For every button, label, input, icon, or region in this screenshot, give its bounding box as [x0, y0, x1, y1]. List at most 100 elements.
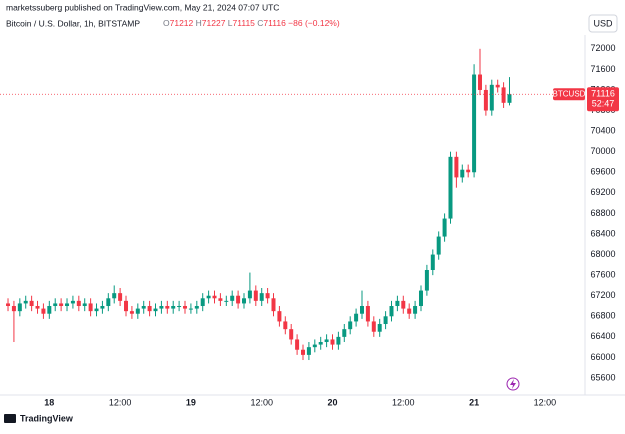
candle-body [477, 74, 482, 90]
published-line: marketssuberg published on TradingView.c… [6, 2, 279, 12]
symbol-title: Bitcoin / U.S. Dollar, 1h, BITSTAMP [6, 18, 140, 28]
candle-body [330, 339, 335, 345]
y-tick-label: 70400 [590, 125, 615, 135]
candle-body [230, 295, 235, 301]
candle-body [153, 308, 158, 312]
currency-button[interactable] [588, 14, 618, 33]
candle-body [65, 303, 70, 307]
candle-body [100, 306, 105, 309]
candle-body [29, 300, 34, 307]
x-tick-label: 12:00 [392, 397, 415, 407]
candle-body [159, 306, 164, 309]
candle-body [183, 306, 188, 309]
candle-body [318, 342, 323, 345]
candle-body [94, 308, 99, 312]
candle-body [418, 290, 423, 307]
candle-body [218, 298, 223, 301]
event-icon[interactable] [506, 377, 520, 391]
brand-logo [4, 414, 16, 423]
y-tick-label: 71600 [590, 64, 615, 74]
candle-body [242, 298, 247, 304]
candle-body [224, 300, 229, 302]
candle-body [70, 300, 75, 304]
candle-body [413, 306, 418, 314]
event-icon-bolt [510, 379, 516, 389]
candle-body [194, 306, 199, 309]
candle-body [472, 74, 477, 173]
y-tick-label: 69200 [590, 187, 615, 197]
candle-body [59, 303, 64, 307]
currency-label[interactable]: USD [593, 18, 613, 28]
candle-body [324, 339, 329, 343]
candle-body [389, 306, 394, 317]
candle-body [247, 290, 252, 299]
candle-body [289, 329, 294, 340]
candle-body [259, 293, 264, 301]
candle-body [76, 300, 81, 307]
candle-body [454, 156, 459, 178]
candle-body [212, 295, 217, 299]
candle-body [277, 311, 282, 322]
candle-body [483, 89, 488, 111]
candle-body [188, 308, 193, 310]
y-tick-label: 67600 [590, 270, 615, 280]
candle-body [106, 298, 111, 307]
candle-body [35, 306, 40, 309]
candle-body [141, 306, 146, 309]
ohlc-value: 71212 [170, 18, 194, 28]
candle-body [124, 300, 129, 312]
candle-body [466, 169, 471, 173]
y-tick-label: 68800 [590, 208, 615, 218]
ohlc-line: O71212 H71227 L71115 C71116 −86 (−0.12%) [163, 18, 340, 28]
ohlc-value: 71116 [263, 18, 286, 28]
x-tick-label: 19 [186, 397, 196, 407]
candle-body [460, 169, 465, 178]
symbol-badge [553, 88, 585, 101]
candle-body [88, 303, 93, 312]
y-tick-label: 69600 [590, 167, 615, 177]
ohlc-label: O [163, 18, 170, 28]
candle-body [165, 306, 170, 309]
price-badge-value: 71116 [591, 89, 615, 99]
y-tick-label: 66800 [590, 311, 615, 321]
y-tick-label: 66400 [590, 331, 615, 341]
candle-body [6, 303, 11, 307]
candle-body [377, 324, 382, 332]
candle-body [301, 349, 306, 355]
price-badge [587, 87, 619, 112]
x-tick-label: 18 [44, 397, 54, 407]
candle-body [395, 300, 400, 307]
candle-body [342, 329, 347, 337]
candle-body [295, 339, 300, 350]
candle-body [265, 293, 270, 299]
candle-body [359, 306, 364, 314]
candle-body [23, 300, 28, 304]
y-tick-label: 67200 [590, 290, 615, 300]
candle-body [206, 295, 211, 299]
candle-body [365, 306, 370, 322]
candle-body [424, 270, 429, 291]
symbol-badge-label: BTCUSD [553, 89, 586, 98]
candle-body [236, 295, 241, 304]
y-tick-label: 68000 [590, 249, 615, 259]
ohlc-label: C [257, 18, 263, 28]
candle-body [177, 306, 182, 308]
y-tick-label: 68400 [590, 228, 615, 238]
candle-body [135, 308, 140, 314]
candle-body [118, 293, 123, 301]
candle-body [47, 306, 52, 314]
candle-body [507, 94, 512, 103]
candle-body [271, 298, 276, 312]
candle-body [442, 218, 447, 237]
candle-body [147, 306, 152, 312]
candle-body [407, 308, 412, 314]
candle-body [53, 303, 58, 307]
candle-body [129, 311, 134, 314]
candle-body [82, 303, 87, 307]
x-tick-label: 21 [469, 397, 479, 407]
candle-body [312, 344, 317, 348]
ohlc-value: 71115 [233, 18, 256, 28]
